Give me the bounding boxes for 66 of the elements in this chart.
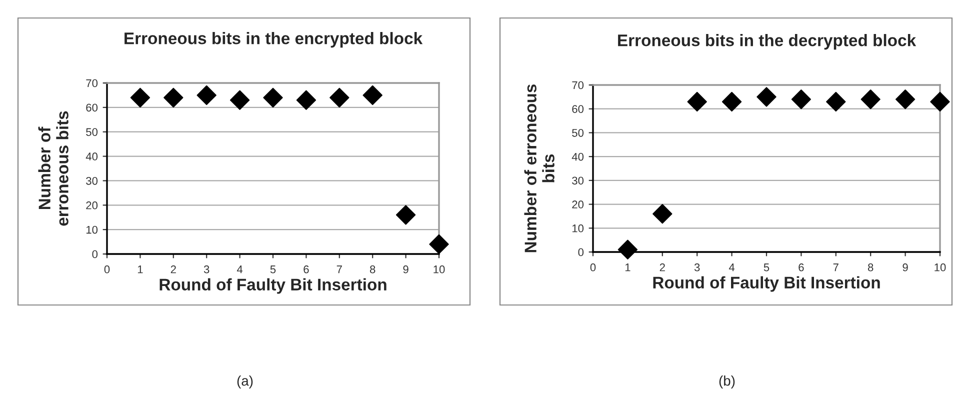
point xyxy=(230,90,250,110)
y-tick-label: 70 xyxy=(86,79,98,88)
x-tick-label: 8 xyxy=(868,263,874,272)
x-tick-label: 2 xyxy=(660,263,665,272)
point xyxy=(618,240,638,260)
y-tick-label: 10 xyxy=(572,224,584,232)
x-tick-label: 0 xyxy=(104,265,110,274)
chart-title: Erroneous bits in the decrypted block xyxy=(618,34,916,50)
x-tick-label: 9 xyxy=(902,263,908,272)
point xyxy=(791,89,812,110)
chart-title: Erroneous bits in the encrypted block xyxy=(124,32,423,48)
point xyxy=(756,87,776,107)
y-tick-label: 30 xyxy=(86,176,98,185)
point xyxy=(164,88,184,108)
x-tick-label: 5 xyxy=(764,264,770,272)
x-tick-label: 1 xyxy=(138,266,143,274)
point xyxy=(930,92,950,112)
point xyxy=(263,88,283,108)
x-axis-title: Round of Faulty Bit Insertion xyxy=(160,278,386,294)
x-axis-title: Round of Faulty Bit Insertion xyxy=(653,276,880,292)
y-tick-label: 20 xyxy=(572,200,584,208)
point xyxy=(396,205,416,225)
point xyxy=(652,204,672,224)
x-tick-label: 6 xyxy=(798,263,804,272)
x-tick-label: 8 xyxy=(370,265,376,274)
point xyxy=(196,85,216,106)
point xyxy=(429,234,449,254)
point xyxy=(687,92,707,112)
y-tick-label: 0 xyxy=(578,248,584,256)
x-tick-label: 0 xyxy=(590,263,596,272)
x-tick-label: 10 xyxy=(434,265,445,274)
y-tick-label: 50 xyxy=(86,128,98,136)
y-tick-label: 10 xyxy=(86,226,98,234)
x-tick-label: 9 xyxy=(403,265,408,274)
y-tick-label: 60 xyxy=(86,104,98,112)
x-tick-label: 3 xyxy=(204,265,210,274)
y-tick-label: 50 xyxy=(572,128,584,137)
point xyxy=(860,89,880,110)
point xyxy=(826,92,846,112)
x-tick-label: 3 xyxy=(694,263,700,272)
y-tick-label: 40 xyxy=(86,152,98,160)
x-tick-label: 10 xyxy=(934,263,946,272)
point xyxy=(362,85,382,106)
y-tick-label: 20 xyxy=(86,201,98,210)
x-tick-label: 2 xyxy=(170,265,176,274)
point xyxy=(895,89,916,110)
text: (a) xyxy=(237,376,253,388)
x-tick-label: 6 xyxy=(304,265,309,274)
y-tick-label: 60 xyxy=(572,105,584,113)
point xyxy=(330,88,350,108)
y-axis-title: Number of erroneous bits xyxy=(38,111,68,226)
y-tick-label: 70 xyxy=(572,81,584,90)
x-tick-label: 4 xyxy=(728,264,735,272)
y-tick-label: 30 xyxy=(572,176,584,185)
x-tick-label: 1 xyxy=(625,264,630,272)
point xyxy=(296,90,316,110)
y-tick-label: 40 xyxy=(572,152,584,161)
x-tick-label: 7 xyxy=(336,266,342,274)
x-tick-label: 7 xyxy=(833,264,838,272)
x-tick-label: 4 xyxy=(236,266,243,274)
y-tick-label: 0 xyxy=(92,250,98,258)
text: (b) xyxy=(719,376,735,388)
y-axis-title: Number of erroneous bits xyxy=(524,84,554,252)
point xyxy=(130,88,150,108)
point xyxy=(722,92,742,112)
x-tick-label: 5 xyxy=(270,266,276,274)
